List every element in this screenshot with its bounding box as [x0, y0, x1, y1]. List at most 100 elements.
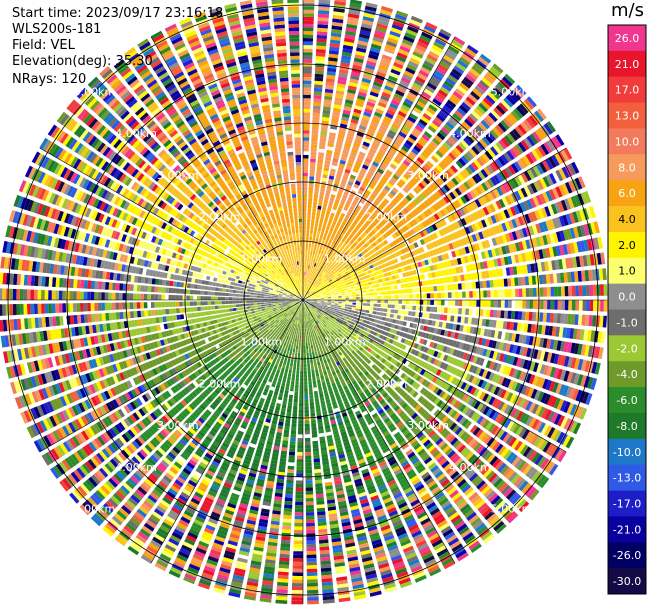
range-gate — [333, 154, 340, 160]
range-gate — [321, 254, 325, 259]
range-gate — [430, 47, 442, 56]
range-gate — [318, 223, 323, 228]
range-gate — [352, 297, 357, 300]
range-gate — [393, 120, 402, 127]
range-gate — [426, 54, 438, 63]
range-gate — [415, 287, 420, 293]
range-gate — [330, 36, 341, 41]
range-gate — [335, 176, 341, 182]
range-gate — [432, 119, 441, 128]
range-gate — [313, 274, 316, 278]
range-gate — [339, 69, 349, 75]
range-gate — [390, 285, 395, 290]
range-gate — [305, 294, 308, 297]
range-gate — [313, 383, 317, 388]
range-gate — [354, 311, 359, 314]
range-gate — [304, 261, 307, 265]
range-gate — [349, 281, 354, 284]
range-gate — [304, 293, 307, 297]
range-gate — [306, 286, 309, 291]
range-gate — [326, 225, 330, 231]
range-gate — [374, 187, 381, 193]
range-gate — [335, 90, 345, 96]
range-gate — [319, 141, 326, 146]
range-gate — [328, 258, 332, 263]
range-gate — [540, 300, 544, 310]
range-gate — [352, 236, 357, 242]
range-gate — [325, 85, 334, 90]
range-gate — [324, 260, 328, 265]
range-gate — [309, 236, 313, 241]
range-gate — [324, 95, 333, 101]
range-gate — [338, 163, 345, 169]
range-gate — [324, 163, 330, 168]
range-gate — [318, 432, 325, 438]
range-gate — [340, 245, 345, 250]
range-gate — [380, 122, 389, 129]
range-gate — [325, 252, 329, 257]
range-gate — [421, 31, 433, 40]
range-gate — [437, 63, 449, 73]
range-gate — [317, 24, 328, 29]
range-gate — [340, 308, 345, 311]
range-gate — [322, 203, 328, 208]
range-gate — [363, 223, 369, 229]
range-gate — [331, 295, 335, 297]
range-gate — [361, 283, 366, 287]
range-gate — [309, 334, 312, 339]
range-gate — [305, 289, 307, 294]
range-gate — [351, 202, 357, 208]
range-gate — [402, 300, 406, 304]
range-gate — [308, 186, 314, 191]
range-gate — [373, 81, 383, 88]
range-gate — [370, 193, 377, 199]
range-gate — [479, 300, 484, 307]
range-gate — [369, 91, 379, 98]
range-gate — [404, 283, 409, 288]
range-gate — [339, 200, 345, 206]
range-gate — [328, 219, 333, 224]
range-gate — [313, 362, 317, 367]
range-gate — [304, 271, 306, 276]
range-gate — [343, 311, 348, 314]
range-gate — [378, 316, 383, 320]
range-gate — [394, 304, 399, 309]
range-gate — [479, 79, 490, 90]
range-gate — [458, 104, 469, 114]
range-gate — [343, 234, 348, 240]
range-gate — [447, 292, 452, 298]
range-gate — [423, 88, 434, 97]
range-gate — [345, 245, 350, 250]
range-gate — [448, 96, 459, 106]
range-gate — [345, 27, 357, 33]
range-gate — [314, 283, 317, 287]
range-gate — [380, 178, 387, 185]
range-gate — [327, 303, 331, 306]
range-gate — [474, 85, 485, 95]
range-gate — [382, 88, 393, 95]
range-gate — [396, 168, 404, 175]
range-gate — [486, 290, 491, 298]
range-gate — [355, 50, 366, 57]
range-gate — [303, 59, 313, 63]
range-gate — [358, 308, 363, 312]
range-gate — [368, 314, 373, 318]
range-gate — [528, 311, 533, 321]
range-gate — [401, 310, 406, 315]
range-gate — [315, 263, 319, 268]
range-gate — [305, 247, 308, 251]
range-gate — [391, 295, 395, 299]
range-gate — [311, 144, 318, 149]
range-gate — [396, 315, 401, 320]
range-gate — [316, 173, 322, 178]
range-gate — [359, 305, 363, 309]
range-gate — [542, 312, 547, 323]
range-gate — [336, 230, 341, 236]
range-gate — [365, 286, 370, 290]
range-gate — [473, 62, 485, 72]
range-gate — [362, 309, 366, 313]
range-gate — [325, 211, 331, 216]
range-gate — [355, 291, 360, 294]
range-gate — [313, 197, 318, 202]
range-gate — [366, 306, 370, 310]
